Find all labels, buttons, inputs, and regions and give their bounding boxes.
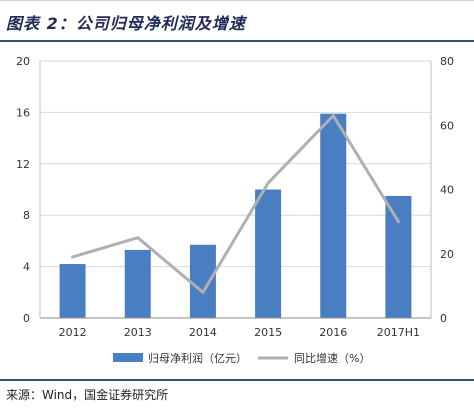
- growth-point: [266, 181, 270, 185]
- growth-point: [71, 255, 75, 259]
- x-tick-label: 2014: [189, 326, 217, 339]
- legend-bar-swatch: [113, 353, 143, 362]
- chart-title: 图表 2：公司归母净利润及增速: [6, 14, 246, 33]
- y-left-tick-label: 20: [16, 55, 30, 68]
- bar: [385, 195, 412, 318]
- bar: [320, 113, 347, 318]
- bar: [255, 189, 282, 318]
- y-left-tick-label: 16: [16, 106, 30, 119]
- y-right-tick-label: 80: [440, 55, 454, 68]
- title-rule: [0, 40, 474, 42]
- x-tick-label: 2016: [319, 326, 347, 339]
- y-left-tick-label: 4: [23, 261, 30, 274]
- footer-rule: [0, 379, 474, 381]
- x-tick-label: 2015: [254, 326, 282, 339]
- growth-point: [396, 220, 400, 224]
- growth-point: [201, 290, 205, 294]
- y-right-tick-label: 20: [440, 248, 454, 261]
- growth-point: [331, 114, 335, 118]
- y-right-tick-label: 0: [440, 312, 447, 325]
- y-left-tick-label: 8: [23, 209, 30, 222]
- bar: [189, 244, 216, 318]
- legend-line-label: 同比增速（%）: [294, 351, 370, 365]
- y-left-tick-label: 0: [23, 312, 30, 325]
- growth-line: [72, 114, 400, 294]
- bar: [59, 264, 86, 318]
- y-right-tick-label: 60: [440, 119, 454, 132]
- x-tick-label: 2012: [59, 326, 87, 339]
- x-tick-label: 2013: [124, 326, 152, 339]
- x-tick-label: 2017H1: [377, 326, 420, 339]
- top-border: [0, 0, 474, 1]
- legend-bar-label: 归母净利润（亿元）: [148, 351, 247, 365]
- source-note: 来源：Wind，国金证券研究所: [6, 388, 169, 402]
- y-right-tick-label: 40: [440, 184, 454, 197]
- growth-point: [136, 236, 140, 240]
- bar: [124, 249, 151, 318]
- y-left-tick-label: 12: [16, 158, 30, 171]
